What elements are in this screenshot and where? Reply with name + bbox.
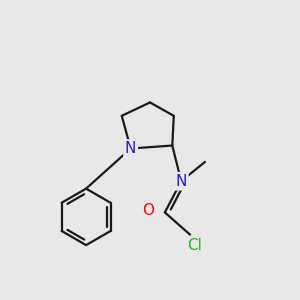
Text: N: N <box>125 141 136 156</box>
Text: O: O <box>142 203 154 218</box>
Text: Cl: Cl <box>187 238 202 253</box>
Text: N: N <box>176 174 187 189</box>
